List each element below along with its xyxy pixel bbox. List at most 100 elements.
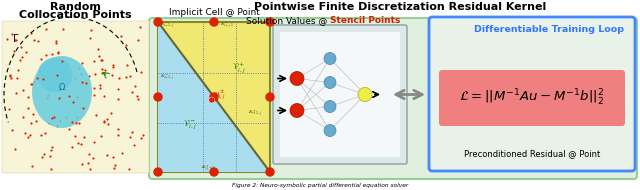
Point	[51, 41, 61, 44]
Point	[116, 34, 126, 37]
Point	[90, 86, 100, 89]
Point	[90, 72, 100, 75]
Point	[49, 116, 59, 119]
FancyBboxPatch shape	[439, 70, 625, 126]
Point	[38, 77, 48, 80]
FancyBboxPatch shape	[273, 25, 407, 164]
Point	[7, 128, 17, 131]
Point	[32, 76, 42, 79]
Point	[131, 94, 141, 97]
Point	[93, 47, 103, 50]
Point	[40, 131, 50, 134]
Text: $A^-_{i-1,j}$: $A^-_{i-1,j}$	[160, 21, 174, 30]
Point	[43, 93, 53, 96]
Point	[24, 134, 35, 137]
Point	[10, 38, 20, 41]
FancyBboxPatch shape	[429, 17, 635, 171]
Point	[18, 115, 28, 118]
Point	[93, 54, 104, 57]
Point	[60, 60, 70, 63]
Text: $\Gamma$: $\Gamma$	[12, 32, 19, 44]
Text: Collocation Points: Collocation Points	[19, 10, 131, 20]
Text: $\mathcal{V}^+_{i,j}$: $\mathcal{V}^+_{i,j}$	[232, 61, 246, 75]
Point	[102, 122, 113, 125]
Point	[102, 118, 113, 121]
Point	[62, 63, 72, 66]
Point	[121, 44, 131, 47]
Circle shape	[324, 77, 336, 89]
Point	[64, 95, 74, 98]
Point	[121, 75, 131, 78]
Point	[71, 121, 81, 124]
Point	[4, 74, 15, 77]
Point	[12, 77, 22, 80]
Point	[47, 145, 57, 148]
Point	[113, 97, 124, 100]
Point	[36, 133, 46, 136]
Point	[129, 143, 140, 146]
Point	[77, 80, 87, 83]
Point	[77, 62, 88, 65]
Point	[16, 45, 26, 48]
Polygon shape	[158, 22, 270, 172]
Text: Random: Random	[49, 2, 100, 12]
Point	[89, 60, 99, 63]
Point	[11, 38, 21, 41]
FancyBboxPatch shape	[149, 18, 637, 179]
Point	[52, 74, 62, 77]
Text: $\Omega$: $\Omega$	[58, 81, 66, 92]
Point	[44, 81, 54, 84]
Point	[136, 70, 146, 73]
Point	[133, 39, 143, 42]
Point	[124, 168, 134, 171]
Point	[28, 112, 38, 116]
Circle shape	[266, 18, 274, 26]
Point	[58, 27, 68, 30]
Point	[42, 96, 52, 99]
Point	[110, 163, 120, 166]
Point	[100, 68, 110, 71]
Point	[41, 53, 51, 56]
Point	[67, 121, 77, 124]
Point	[42, 28, 52, 31]
Text: Implicit Cell @ Point: Implicit Cell @ Point	[168, 8, 259, 17]
Point	[83, 161, 93, 164]
Point	[23, 96, 33, 99]
Point	[61, 116, 71, 119]
Point	[81, 82, 91, 85]
Text: $A^+_{i,j+1}$: $A^+_{i,j+1}$	[200, 164, 214, 174]
Point	[7, 33, 17, 36]
Circle shape	[266, 168, 274, 176]
Point	[108, 65, 118, 68]
Point	[29, 38, 39, 41]
Point	[73, 141, 83, 144]
Text: Figure 2: Neuro-symbolic partial differential equation solver: Figure 2: Neuro-symbolic partial differe…	[232, 183, 408, 188]
Point	[54, 97, 64, 100]
Point	[85, 37, 95, 40]
Point	[74, 121, 84, 124]
Point	[122, 64, 132, 67]
Circle shape	[290, 104, 304, 117]
Point	[114, 77, 124, 80]
Point	[26, 122, 36, 125]
Circle shape	[290, 71, 304, 86]
Point	[76, 73, 86, 76]
Circle shape	[154, 18, 162, 26]
Circle shape	[266, 93, 274, 101]
FancyBboxPatch shape	[158, 22, 270, 172]
Point	[132, 97, 143, 101]
Point	[52, 50, 63, 53]
Point	[77, 163, 87, 166]
Point	[99, 120, 109, 124]
Point	[88, 156, 98, 159]
FancyBboxPatch shape	[280, 32, 400, 157]
Point	[44, 122, 54, 125]
Point	[95, 83, 105, 86]
Point	[5, 73, 15, 76]
Point	[2, 38, 12, 41]
Point	[108, 63, 118, 66]
FancyBboxPatch shape	[2, 21, 149, 173]
Point	[108, 155, 118, 158]
Text: Pointwise Finite Discretization Residual Kernel: Pointwise Finite Discretization Residual…	[254, 2, 546, 12]
Point	[107, 74, 117, 77]
